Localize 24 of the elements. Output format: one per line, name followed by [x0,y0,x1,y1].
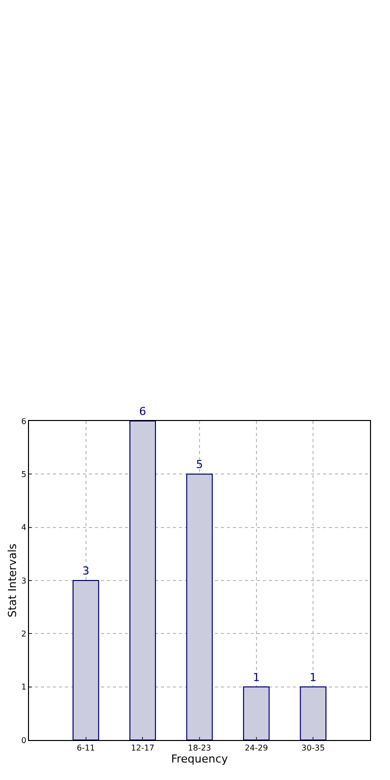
bar [129,421,156,740]
y-tick-label: 5 [21,470,26,479]
y-tick-label: 3 [21,576,26,586]
y-tick-label: 2 [21,629,26,638]
data-label: 1 [252,670,260,684]
data-label: 1 [310,670,317,684]
bar [300,686,326,740]
y-axis-title: Stat Intervals [6,543,19,618]
data-label: 6 [139,405,146,418]
x-tick-label: 24-29 [244,744,268,753]
y-tick-label: 1 [21,682,26,692]
x-tick-label: 12-17 [131,744,154,753]
bar [186,474,213,740]
x-axis-title: Frequency [171,752,228,766]
y-tick-label: 0 [21,736,26,745]
data-label: 5 [196,458,203,472]
x-tick-label: 18-23 [188,744,212,753]
x-tick-label: 6-11 [76,744,95,753]
data-label: 3 [82,564,90,578]
y-tick-label: 6 [21,416,26,426]
bar [72,580,100,740]
x-tick-label: 30-35 [302,744,325,753]
y-tick-label: 4 [21,523,26,532]
bar [243,686,270,740]
